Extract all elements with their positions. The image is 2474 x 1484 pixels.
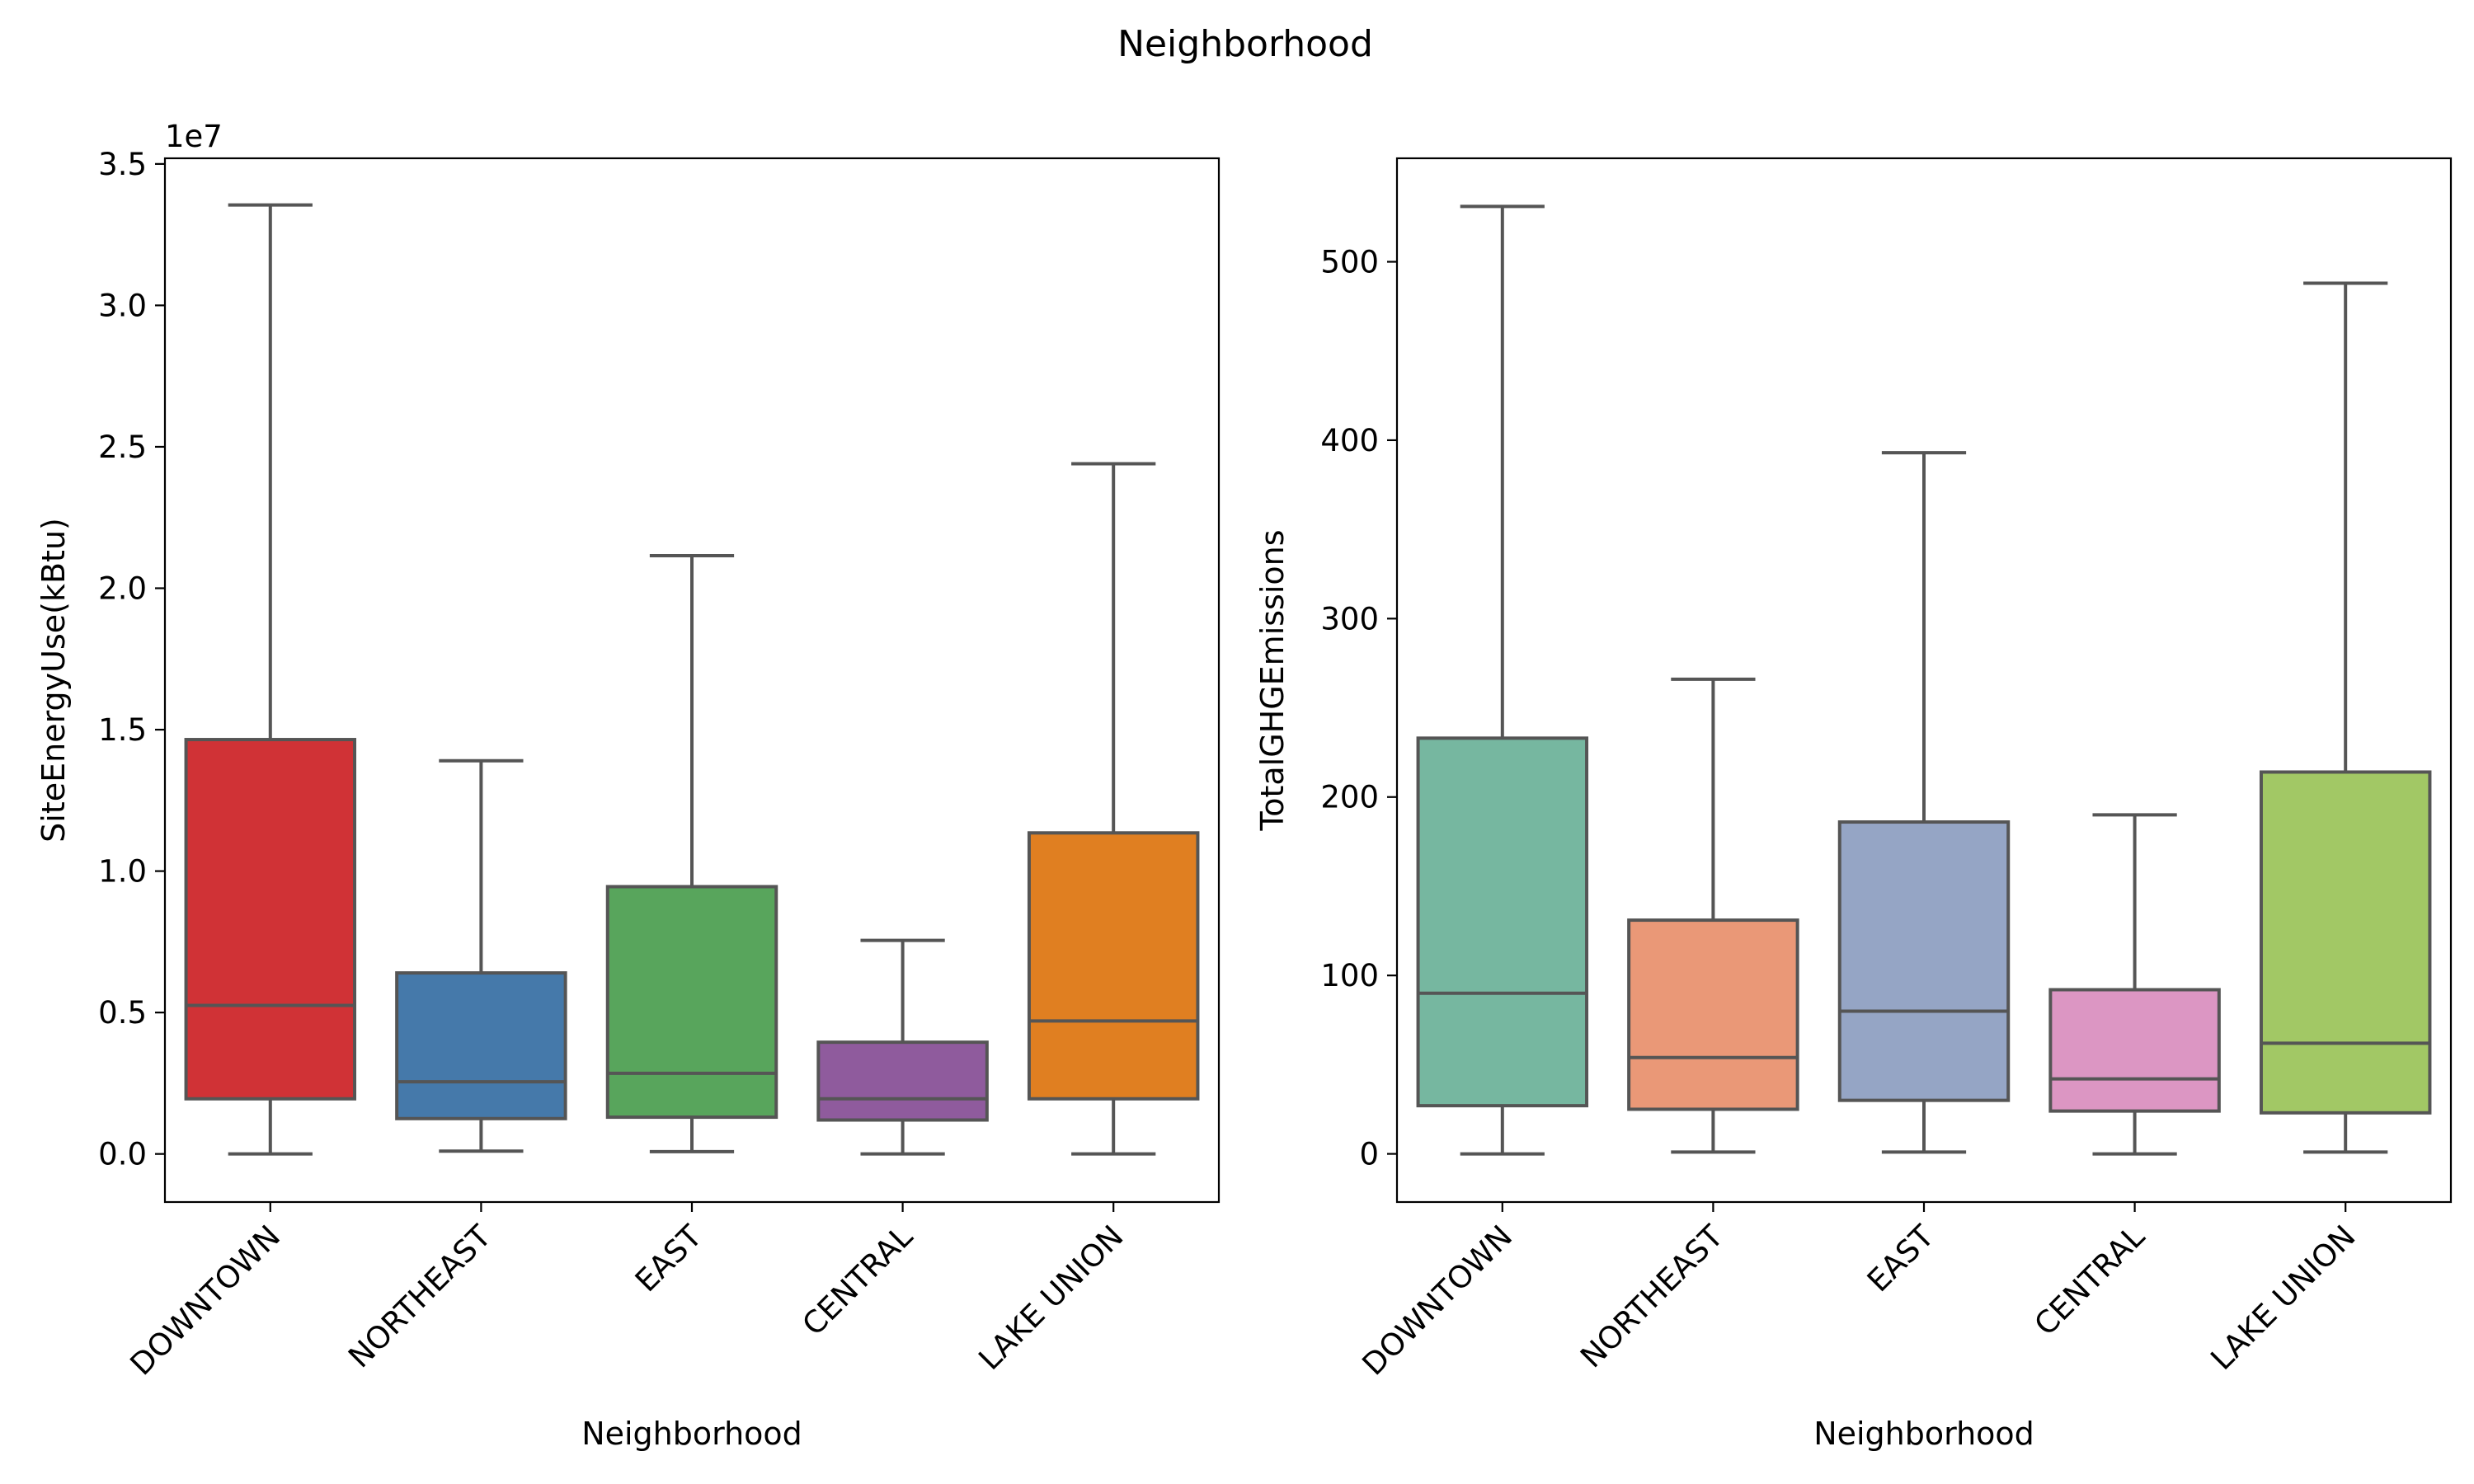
ghg-y-axis-label: TotalGHGEmissions [1254,529,1291,831]
energy-box-east [605,554,778,1153]
ghg-iqr-box-downtown [1416,736,1589,1108]
energy-y-offset-label: 1e7 [165,119,223,154]
ghg-ytick-label: 200 [1320,780,1379,815]
energy-ytick-label: 1.5 [98,712,147,748]
energy-box-central [816,938,989,1156]
energy-ytick-label: 0.5 [98,995,147,1031]
energy-iqr-box-east [605,885,778,1120]
ghg-box-northeast [1627,677,1799,1154]
energy-ytick-label: 3.0 [98,288,147,323]
figure-title: Neighborhood [1117,23,1373,65]
ghg-ytick-label: 100 [1320,958,1379,993]
ghg-x-axis-label: Neighborhood [1813,1416,2034,1452]
energy-iqr-box-northeast [395,971,567,1120]
ghg-ytick-label: 300 [1320,601,1379,636]
ghg-ytick-label: 0 [1359,1137,1379,1172]
energy-ytick-label: 1.0 [98,854,147,890]
energy-iqr-box-central [816,1040,989,1122]
ghg-iqr-box-east [1837,820,2011,1102]
energy-box-lake-union [1027,462,1200,1156]
ghg-ytick-label: 400 [1320,423,1379,458]
energy-iqr-box-downtown [184,738,357,1101]
energy-box-downtown [184,203,357,1156]
ghg-box-central [2048,813,2221,1156]
energy-iqr-box-lake-union [1027,831,1200,1101]
energy-ytick-label: 3.5 [98,147,147,182]
ghg-ytick-label: 500 [1320,245,1379,280]
ghg-box-lake-union [2259,281,2432,1154]
ghg-iqr-box-central [2048,988,2221,1113]
energy-ytick-label: 0.0 [98,1137,147,1172]
ghg-iqr-box-lake-union [2259,770,2432,1115]
energy-y-axis-label: SiteEnergyUse(kBtu) [35,518,72,843]
energy-x-axis-label: Neighborhood [581,1416,802,1452]
energy-ytick-label: 2.5 [98,430,147,465]
energy-ytick-label: 2.0 [98,571,147,606]
ghg-box-east [1837,451,2011,1154]
ghg-iqr-box-northeast [1627,918,1799,1111]
ghg-box-downtown [1416,204,1589,1156]
energy-box-northeast [395,758,567,1153]
